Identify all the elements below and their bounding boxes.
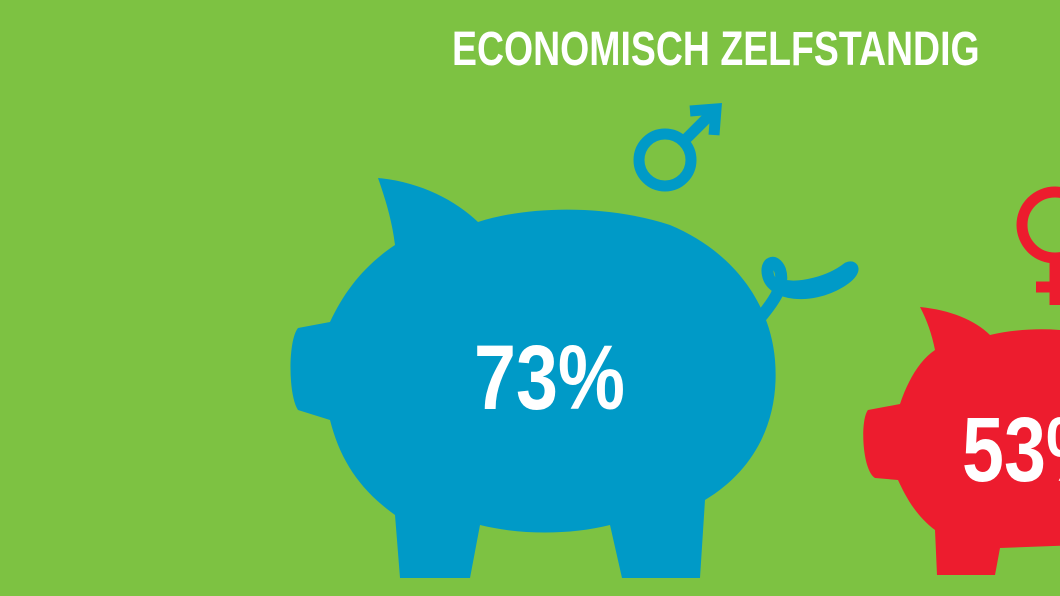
female-percentage: 53% (962, 399, 1060, 501)
male-percentage: 73% (474, 327, 625, 429)
infographic-title: ECONOMISCH ZELFSTANDIG (452, 23, 980, 76)
male-symbol-icon (633, 103, 722, 192)
female-symbol-icon (1016, 186, 1060, 305)
male-piggy-bank-icon (290, 178, 859, 578)
female-piggy-bank-icon (863, 307, 1060, 575)
